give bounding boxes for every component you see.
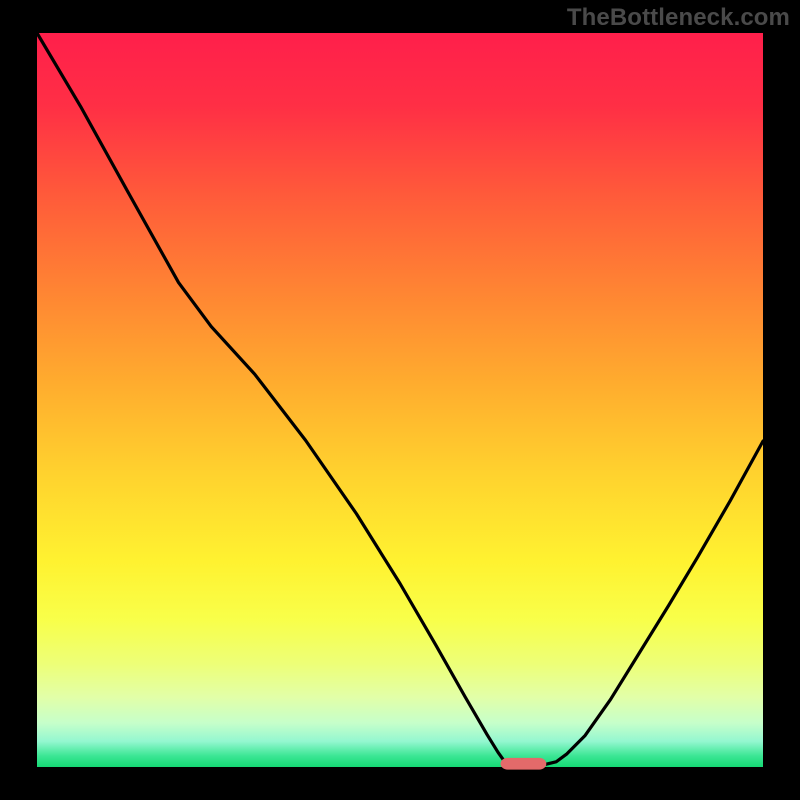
optimal-marker: [501, 758, 547, 770]
chart-background: [37, 33, 763, 767]
watermark-text: TheBottleneck.com: [567, 4, 790, 32]
chart-stage: TheBottleneck.com: [0, 0, 800, 800]
bottleneck-chart-svg: [0, 0, 800, 800]
